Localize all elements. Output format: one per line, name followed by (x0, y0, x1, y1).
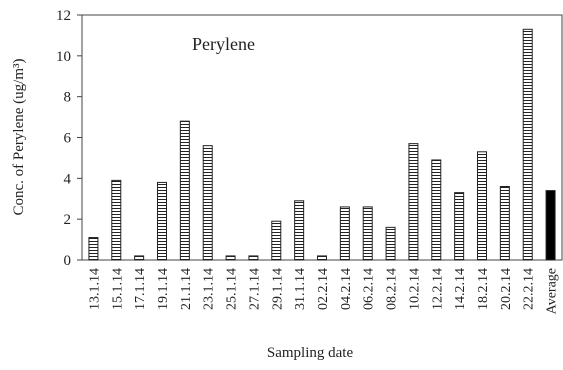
bar (294, 200, 305, 261)
bar (134, 255, 145, 261)
bar (454, 192, 465, 261)
x-tick-label: 12.2.14 (430, 268, 445, 310)
bar (202, 145, 213, 261)
bar (385, 226, 396, 261)
bar (271, 220, 282, 261)
y-tick-label: 4 (64, 171, 72, 187)
bar (408, 143, 419, 261)
x-tick-label: 25.1.14 (225, 268, 240, 310)
x-tick-label: 15.1.14 (110, 268, 125, 310)
x-tick-label: 14.2.14 (453, 268, 468, 310)
x-tick-label: 18.2.14 (476, 268, 491, 310)
x-tick-label: 19.1.14 (156, 268, 171, 310)
bar (88, 237, 99, 261)
bar (499, 186, 510, 261)
bar (431, 159, 442, 261)
x-tick-label: 13.1.14 (87, 268, 102, 310)
x-axis-title: Sampling date (267, 345, 354, 361)
x-tick-label: 10.2.14 (407, 268, 422, 310)
bar (339, 206, 350, 261)
bar-average (545, 190, 556, 261)
bar (362, 206, 373, 261)
bar (477, 151, 487, 261)
bar (522, 28, 533, 261)
x-tick-label: 17.1.14 (133, 268, 148, 310)
x-tick-label: 29.1.14 (270, 268, 285, 310)
x-tick-label: 23.1.14 (202, 268, 217, 310)
plot-frame (81, 14, 563, 261)
y-tick-label: 12 (56, 8, 71, 24)
y-tick-label: 0 (64, 253, 72, 269)
x-tick-label: Average (545, 268, 560, 314)
y-tick-label: 8 (64, 90, 72, 106)
x-tick-label: 22.2.14 (522, 268, 537, 310)
bar (179, 120, 190, 261)
bar (225, 255, 236, 261)
plot-area: 0 2 4 6 8 10 12 13.1.14 15.1.14 17.1.14 19.1.14 21.… (56, 8, 563, 314)
y-tick-label: 6 (64, 131, 72, 147)
x-tick-label: 08.2.14 (385, 268, 400, 310)
x-tick-label: 27.1.14 (247, 268, 262, 310)
y-tick-label: 10 (56, 49, 71, 65)
bar (317, 255, 327, 261)
bar (248, 255, 259, 261)
bar (111, 179, 122, 261)
x-tick-label: 31.1.14 (293, 268, 308, 310)
chart-title: Perylene (192, 34, 255, 54)
x-tick-label: 20.2.14 (499, 268, 514, 310)
y-tick-label: 2 (64, 212, 72, 228)
y-axis-title: Conc. of Perylene (ug/m³) (11, 59, 27, 216)
x-tick-label: 02.2.14 (316, 268, 331, 310)
x-tick-label: 04.2.14 (339, 268, 354, 310)
x-tick-label: 06.2.14 (362, 268, 377, 310)
bar (157, 181, 167, 261)
x-tick-label: 21.1.14 (179, 268, 194, 310)
